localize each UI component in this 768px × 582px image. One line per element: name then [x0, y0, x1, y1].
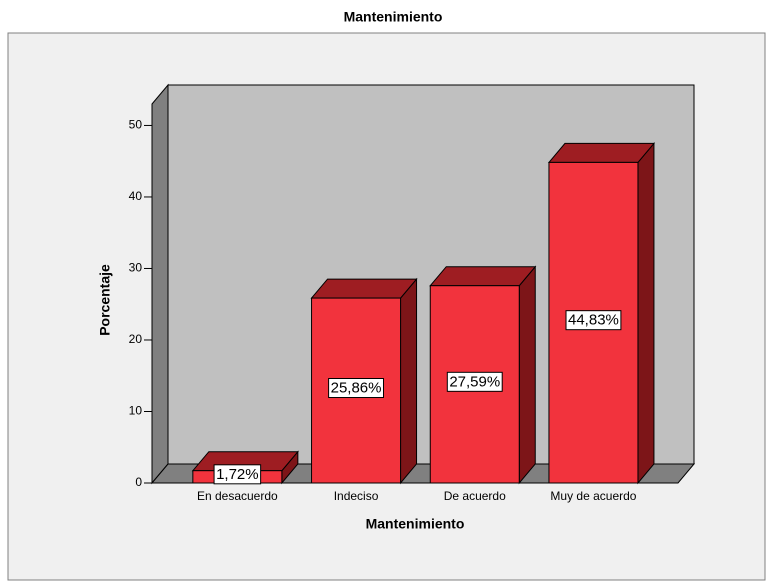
y-tick-label: 0: [135, 475, 142, 489]
value-label: 44,83%: [568, 312, 619, 329]
bar-side: [637, 142, 655, 485]
y-axis-title: Porcentaje: [97, 264, 113, 336]
value-label-box: [328, 378, 384, 399]
x-tick-label: En desacuerdo: [197, 489, 278, 503]
x-tick-label: De acuerdo: [444, 489, 506, 503]
value-label-box: [213, 464, 262, 485]
y-tick-label: 50: [129, 118, 143, 132]
value-label-box: [565, 310, 622, 331]
value-label: 27,59%: [449, 373, 500, 390]
bar-top: [310, 278, 418, 299]
y-tick-label: 10: [129, 404, 143, 418]
value-label-box: [446, 371, 503, 392]
x-tick-label: Muy de acuerdo: [550, 489, 636, 503]
bar-top: [429, 266, 537, 287]
value-label: 1,72%: [216, 466, 259, 483]
y-tick-label: 30: [129, 261, 143, 275]
value-label: 25,86%: [331, 380, 382, 397]
chart-title: Mantenimiento: [344, 9, 443, 25]
x-axis-title: Mantenimiento: [366, 516, 465, 532]
bar-side: [400, 277, 418, 485]
x-tick-label: Indeciso: [334, 489, 379, 503]
bar-top: [547, 142, 656, 163]
y-tick-label: 40: [129, 189, 143, 203]
bar-side: [518, 265, 536, 485]
y-tick-label: 20: [129, 332, 143, 346]
left-wall: [151, 83, 169, 485]
bar: [311, 297, 402, 484]
